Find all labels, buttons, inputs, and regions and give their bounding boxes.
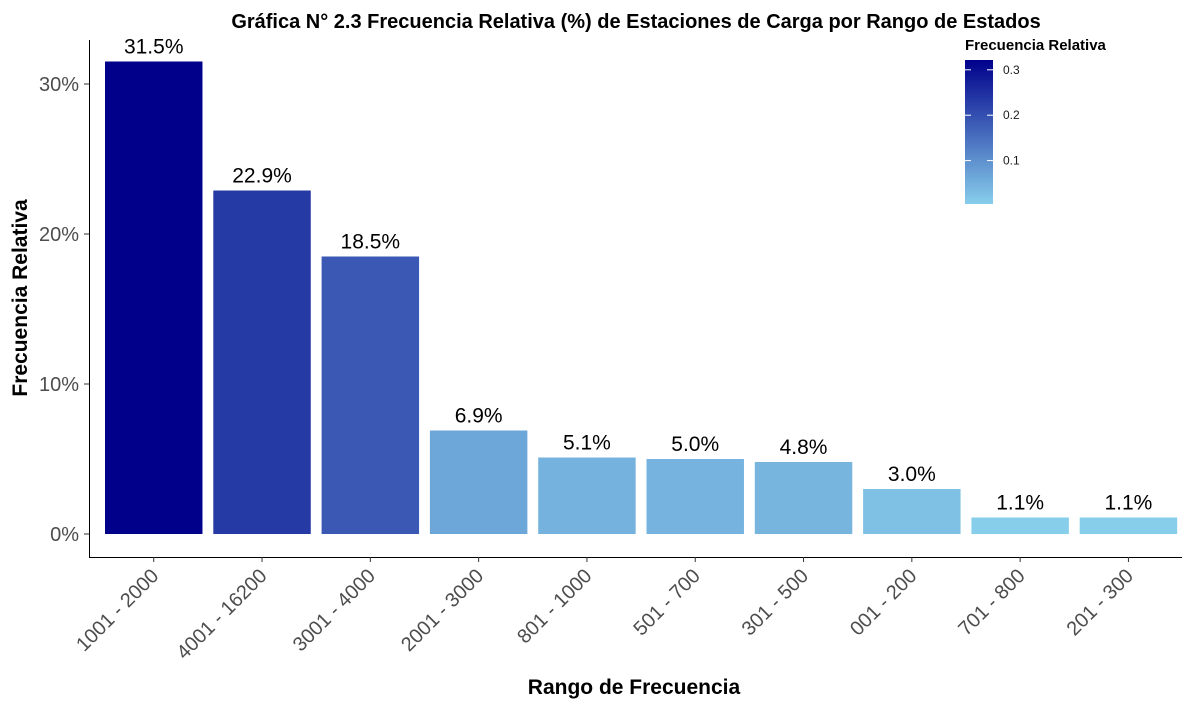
x-tick-label: 3001 - 4000 <box>289 565 380 656</box>
data-label: 22.9% <box>232 165 292 188</box>
data-label: 4.8% <box>780 436 828 459</box>
legend-title: Frecuencia Relativa <box>965 37 1107 54</box>
x-ticks: 1001 - 2000 4001 - 16200 3001 - 4000 2001 -… <box>72 557 1138 664</box>
x-tick-label: 1001 - 2000 <box>72 565 163 656</box>
bar <box>538 457 636 534</box>
x-tick-label: 4001 - 16200 <box>173 565 272 664</box>
legend-ticks: 0.1 0.2 0.3 <box>965 63 1020 168</box>
x-tick-label: 2001 - 3000 <box>397 565 488 656</box>
legend-tick-label: 0.3 <box>1003 63 1020 77</box>
x-tick-label: 201 - 300 <box>1063 565 1138 640</box>
x-tick-label: 301 - 500 <box>738 565 813 640</box>
data-label: 1.1% <box>1104 492 1152 515</box>
data-label: 1.1% <box>996 492 1044 515</box>
y-tick-label: 20% <box>39 224 79 246</box>
y-tick-label: 10% <box>39 374 79 396</box>
bar <box>429 430 528 534</box>
bar <box>646 459 744 534</box>
y-tick-label: 30% <box>39 74 79 96</box>
legend-tick-label: 0.1 <box>1003 154 1020 168</box>
data-label: 5.0% <box>671 433 719 456</box>
data-label: 31.5% <box>124 36 184 59</box>
data-label: 3.0% <box>888 463 936 486</box>
data-label: 18.5% <box>341 231 401 254</box>
bar <box>321 256 420 534</box>
data-label: 5.1% <box>563 432 611 455</box>
bars <box>105 61 1178 534</box>
y-axis-title: Frecuencia Relativa <box>9 199 32 397</box>
legend: Frecuencia Relativa 0.1 0.2 0.3 <box>965 37 1107 204</box>
bar <box>971 517 1069 534</box>
data-labels: 31.5% 22.9% 18.5% 6.9% 5.1% 5.0% 4.8% 3.0% 1.1% 1… <box>124 36 1152 515</box>
bar <box>105 61 203 534</box>
x-tick-label: 001 - 200 <box>846 565 921 640</box>
x-tick-label: 701 - 800 <box>954 565 1029 640</box>
chart-title: Gráfica N° 2.3 Frecuencia Relativa (%) d… <box>231 11 1040 33</box>
legend-tick-label: 0.2 <box>1003 108 1020 122</box>
data-label: 6.9% <box>455 405 503 428</box>
y-ticks: 0% 10% 20% 30% <box>39 74 89 546</box>
legend-colorbar <box>965 60 993 204</box>
x-tick-label: 801 - 1000 <box>513 565 596 648</box>
bar <box>754 462 853 534</box>
y-tick-label: 0% <box>50 524 79 546</box>
bar <box>863 489 961 534</box>
bar <box>1079 517 1178 534</box>
bar <box>213 190 311 534</box>
x-tick-label: 501 - 700 <box>629 565 704 640</box>
x-axis-title: Rango de Frecuencia <box>528 676 741 699</box>
